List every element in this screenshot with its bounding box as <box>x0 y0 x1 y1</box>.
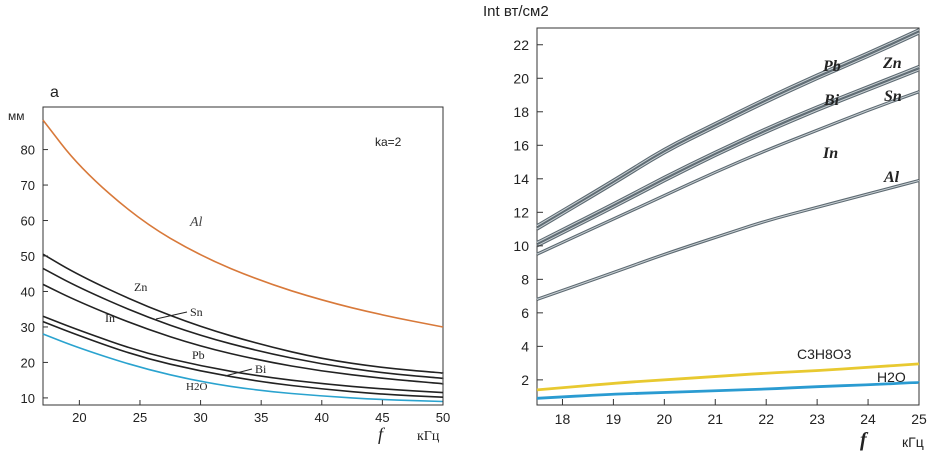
left-label-bi: Bi <box>255 362 267 376</box>
right-x-tick-label: 23 <box>809 411 825 427</box>
left-label-al: Al <box>189 215 203 230</box>
right-y-tick-label: 22 <box>513 37 529 53</box>
left-y-tick-label: 10 <box>21 391 35 406</box>
right-label-al: Al <box>883 169 900 186</box>
right-series-in-line <box>536 91 920 255</box>
right-series-zn-line <box>536 32 920 230</box>
left-series-al-line <box>42 119 444 328</box>
right-series-al-outline <box>536 178 920 301</box>
left-leader-bi <box>224 368 253 377</box>
left-y-axis-letter: a <box>50 84 59 101</box>
right-y-tick-label: 4 <box>521 338 529 354</box>
right-plot-frame <box>536 27 920 406</box>
left-x-tick-label: 50 <box>436 410 450 425</box>
left-x-axis-symbol: f <box>378 424 386 444</box>
left-x-tick-label: 25 <box>133 410 147 425</box>
left-plot-frame <box>42 106 444 406</box>
right-y-tick-label: 20 <box>513 70 529 86</box>
right-y-tick-label: 18 <box>513 104 529 120</box>
left-y-tick-label: 70 <box>21 178 35 193</box>
right-y-axis-label: Int вт/см2 <box>483 3 549 20</box>
left-label-zn: Zn <box>134 280 147 294</box>
right-x-tick-label: 18 <box>555 411 571 427</box>
right-series-zn-outline <box>536 31 921 231</box>
left-label-in: In <box>105 311 115 325</box>
right-label-sn: Sn <box>884 88 902 105</box>
right-y-tick-label: 16 <box>513 137 529 153</box>
left-x-tick-label: 35 <box>254 410 268 425</box>
right-y-tick-label: 12 <box>513 204 529 220</box>
left-chart: 20 25 30 35 40 45 50 10 20 30 40 50 60 70 80 a мм ka=2… <box>8 84 450 444</box>
right-x-tick-label: 20 <box>657 411 673 427</box>
left-y-tick-label: 20 <box>21 355 35 370</box>
left-x-axis-unit: кГц <box>417 429 440 444</box>
left-x-tick-label: 45 <box>375 410 389 425</box>
right-x-tick-label: 24 <box>860 411 876 427</box>
left-annotation-ka: ka=2 <box>375 135 402 149</box>
left-series-h2o-line <box>42 333 444 403</box>
left-series-pb-line <box>42 315 444 394</box>
right-x-tick-label: 25 <box>911 411 927 427</box>
right-label-c3h8o3: C3H8O3 <box>797 346 852 362</box>
right-label-bi: Bi <box>823 92 840 109</box>
left-series-sn-line <box>42 267 444 380</box>
left-leader-sn <box>155 311 188 320</box>
right-label-pb: Pb <box>822 58 841 75</box>
right-y-tick-label: 14 <box>513 171 529 187</box>
right-label-zn: Zn <box>882 55 902 72</box>
right-label-in: In <box>822 145 838 162</box>
right-series-c3h8o3-line <box>536 362 920 392</box>
right-label-h2o: H2O <box>877 369 906 385</box>
right-y-tick-label: 2 <box>521 372 529 388</box>
left-label-h2o: H2O <box>186 381 207 393</box>
left-label-pb: Pb <box>192 348 205 362</box>
left-series-in-line <box>42 283 444 385</box>
left-series-bi-line <box>42 320 444 398</box>
left-series-zn-line <box>42 253 444 374</box>
right-series-sn-outline <box>536 68 921 248</box>
right-x-tick-label: 19 <box>606 411 622 427</box>
left-label-sn: Sn <box>190 305 203 319</box>
left-y-tick-label: 40 <box>21 284 35 299</box>
right-y-tick-label: 8 <box>521 271 529 287</box>
left-y-tick-label: 80 <box>21 143 35 158</box>
right-y-tick-label: 10 <box>513 238 529 254</box>
left-y-tick-label: 30 <box>21 320 35 335</box>
left-y-axis-unit: мм <box>8 109 25 123</box>
right-series-pb-line <box>536 29 920 227</box>
right-series-sn-line <box>536 69 920 247</box>
left-x-tick-label: 20 <box>72 410 86 425</box>
left-x-tick-label: 40 <box>315 410 329 425</box>
left-y-tick-label: 50 <box>21 249 35 264</box>
left-x-tick-label: 30 <box>193 410 207 425</box>
right-x-tick-label: 22 <box>758 411 774 427</box>
right-series-h2o-line <box>536 380 921 400</box>
right-series-bi-line <box>536 66 920 243</box>
right-x-axis-unit: кГц <box>902 434 924 450</box>
right-series-al-line <box>536 180 920 300</box>
right-x-tick-label: 21 <box>707 411 723 427</box>
right-y-tick-label: 6 <box>521 305 529 321</box>
left-y-tick-label: 60 <box>21 214 35 229</box>
right-x-axis-symbol: f <box>860 429 869 451</box>
